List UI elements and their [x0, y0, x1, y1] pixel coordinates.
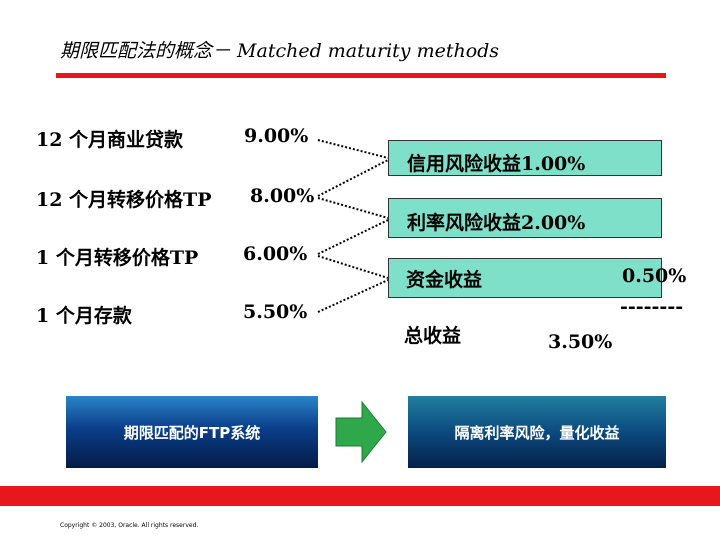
item-1m-deposit-value: 5.50%: [243, 301, 308, 323]
funding-spread-value: 0.50%: [622, 265, 687, 287]
total-spread-label: 总收益: [404, 325, 462, 347]
connector-1mtp-to-rate: [317, 219, 389, 255]
credit-spread-box: 信用风险收益1.00%: [388, 140, 662, 176]
ftp-system-label: 期限匹配的FTP系统: [123, 423, 261, 442]
connector-deposit-to-funding: [317, 279, 389, 313]
rate-spread-box: 利率风险收益2.00%: [388, 198, 662, 238]
connector-12mtp-to-rate: [317, 197, 389, 219]
isolate-rate-risk-box: 隔离利率风险，量化收益: [408, 396, 666, 468]
isolate-rate-risk-label: 隔离利率风险，量化收益: [454, 423, 620, 442]
item-1m-deposit-label: 1 个月存款: [36, 305, 132, 327]
item-12m-loan-label: 12 个月商业贷款: [36, 129, 184, 151]
item-1m-tp-label: 1 个月转移价格TP: [36, 247, 199, 269]
connector-loan-to-credit: [317, 139, 389, 159]
credit-spread-text: 信用风险收益1.00%: [407, 153, 586, 175]
total-spread-value: 3.50%: [548, 331, 613, 353]
title-underline: [56, 73, 666, 78]
funding-spread-label: 资金收益: [406, 269, 483, 291]
item-12m-loan-value: 9.00%: [244, 125, 309, 147]
connector-12mtp-to-credit: [317, 159, 389, 197]
connector-1mtp-to-funding: [317, 255, 389, 279]
item-12m-tp-label: 12 个月转移价格TP: [36, 189, 212, 211]
slide-title: 期限匹配法的概念－ Matched maturity methods: [60, 40, 500, 62]
sum-separator: --------: [620, 296, 684, 318]
right-arrow-icon: [335, 400, 387, 464]
item-12m-tp-value: 8.00%: [250, 185, 315, 207]
copyright-notice: Copyright © 2003, Oracle. All rights res…: [60, 522, 199, 529]
rate-spread-text: 利率风险收益2.00%: [407, 212, 586, 234]
item-1m-tp-value: 6.00%: [243, 243, 308, 265]
ftp-system-box: 期限匹配的FTP系统: [66, 396, 318, 468]
funding-spread-box: [388, 258, 662, 298]
footer-red-bar: [0, 486, 720, 506]
